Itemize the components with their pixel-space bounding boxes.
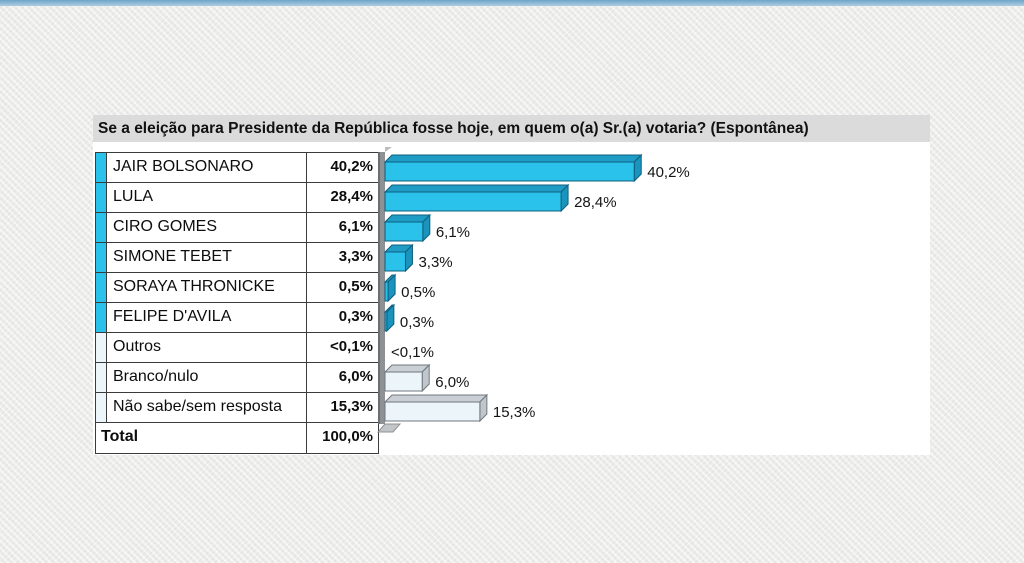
table-row: SORAYA THRONICKE 0,5% (96, 273, 378, 303)
table-row: LULA 28,4% (96, 183, 378, 213)
candidate-percentage: 3,3% (306, 243, 378, 272)
row-color-swatch (96, 153, 107, 182)
bar-value-label: 6,0% (435, 374, 469, 391)
candidate-name: Branco/nulo (113, 368, 199, 385)
axis-wall-base (376, 423, 402, 433)
bar-value-label: 3,3% (418, 254, 452, 271)
candidate-name: SIMONE TEBET (113, 248, 232, 265)
bar-face (384, 401, 481, 422)
total-percentage: 100,0% (306, 423, 378, 453)
bar-value-label: <0,1% (391, 344, 434, 361)
table-row: CIRO GOMES 6,1% (96, 213, 378, 243)
bar-value-label: 40,2% (647, 164, 690, 181)
bar-face (383, 214, 432, 223)
bar-face (384, 191, 562, 212)
candidate-name: Não sabe/sem resposta (113, 398, 282, 415)
candidate-name: CIRO GOMES (113, 218, 218, 235)
bar-face (384, 371, 423, 392)
bar-face (383, 184, 570, 193)
bar-face (384, 311, 388, 332)
table-row: Branco/nulo 6,0% (96, 363, 378, 393)
bar-face (383, 394, 489, 403)
candidate-percentage: 40,2% (306, 153, 378, 182)
candidate-percentage: 0,5% (306, 273, 378, 302)
candidate-name: JAIR BOLSONARO (113, 158, 254, 175)
table-row: FELIPE D'AVILA 0,3% (96, 303, 378, 333)
row-color-swatch (96, 183, 107, 212)
table-row: JAIR BOLSONARO 40,2% (96, 153, 378, 183)
table-row: SIMONE TEBET 3,3% (96, 243, 378, 273)
axis-wall-cap (385, 147, 392, 152)
top-border-strip (0, 0, 1024, 6)
table-row: Não sabe/sem resposta 15,3% (96, 393, 378, 423)
candidate-percentage: <0,1% (306, 333, 378, 362)
table-row: Outros <0,1% (96, 333, 378, 363)
candidate-name: SORAYA THRONICKE (113, 278, 275, 295)
bar-value-label: 6,1% (436, 224, 470, 241)
bar-value-label: 28,4% (574, 194, 617, 211)
axis-wall (378, 152, 385, 424)
row-color-swatch (96, 363, 107, 392)
bar-face (384, 161, 635, 182)
row-color-swatch (96, 393, 107, 422)
bar-value-label: 0,3% (400, 314, 434, 331)
candidate-percentage: 28,4% (306, 183, 378, 212)
candidate-name: FELIPE D'AVILA (113, 308, 232, 325)
candidate-name: LULA (113, 188, 154, 205)
candidate-percentage: 6,1% (306, 213, 378, 242)
candidate-name: Outros (113, 338, 162, 355)
row-color-swatch (96, 243, 107, 272)
row-color-swatch (96, 273, 107, 302)
row-color-swatch (96, 213, 107, 242)
candidate-percentage: 6,0% (306, 363, 378, 392)
table-total-row: Total 100,0% (96, 423, 378, 453)
results-table: JAIR BOLSONARO 40,2% LULA 28,4% CIRO GOMES 6,… (95, 152, 379, 454)
row-color-swatch (96, 333, 107, 362)
row-color-swatch (96, 303, 107, 332)
candidate-percentage: 15,3% (306, 393, 378, 422)
candidate-percentage: 0,3% (306, 303, 378, 332)
total-label: Total (101, 428, 139, 445)
bar-value-label: 0,5% (401, 284, 435, 301)
axis-wall-edge (378, 152, 380, 424)
bar-face (384, 221, 424, 242)
bar-value-label: 15,3% (493, 404, 536, 421)
question-title: Se a eleição para Presidente da Repúblic… (93, 115, 930, 142)
bar-chart: 40,2% 28,4% 6,1% 3,3% 0,5% 0,3% <0,1%6,0% 15,3% (376, 147, 690, 433)
bar-face (384, 251, 406, 272)
poll-result-panel: Se a eleição para Presidente da Repúblic… (93, 115, 930, 455)
bar-face (384, 281, 389, 302)
bar-face (383, 154, 643, 163)
